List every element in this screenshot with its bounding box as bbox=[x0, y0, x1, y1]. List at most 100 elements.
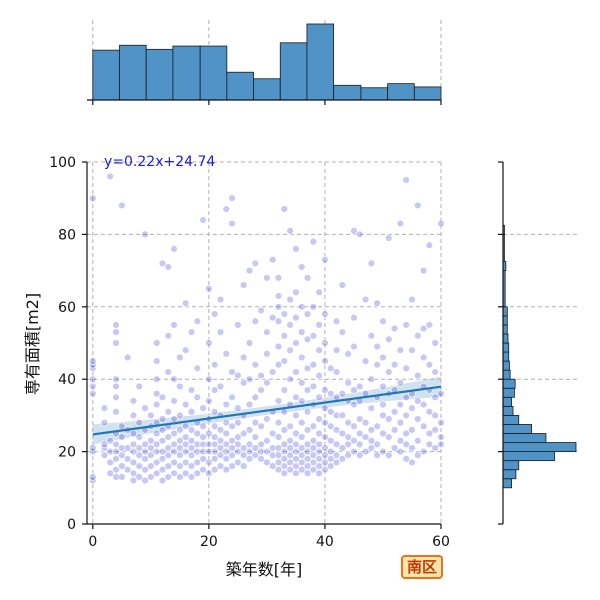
scatter-point bbox=[414, 201, 422, 210]
scatter-point bbox=[141, 447, 149, 456]
y-hist-bar bbox=[502, 424, 533, 434]
scatter-point bbox=[251, 393, 259, 401]
y-hist-bar bbox=[502, 451, 555, 462]
scatter-point bbox=[152, 458, 161, 467]
y-tick-label: 40 bbox=[58, 372, 76, 388]
scatter-point bbox=[164, 408, 172, 416]
scatter-point bbox=[257, 455, 265, 463]
scatter-point bbox=[135, 473, 143, 481]
scatter-point bbox=[286, 451, 294, 459]
scatter-point bbox=[135, 382, 143, 391]
scatter-point bbox=[123, 444, 132, 452]
scatter-point bbox=[222, 400, 230, 409]
region-badge: 南区 bbox=[401, 555, 443, 579]
scatter-point bbox=[309, 237, 318, 246]
y-tick-label: 80 bbox=[58, 227, 76, 243]
scatter-point bbox=[309, 458, 318, 467]
scatter-point bbox=[199, 422, 207, 430]
scatter-point bbox=[315, 447, 323, 456]
scatter-point bbox=[152, 469, 161, 478]
scatter-point bbox=[437, 433, 445, 441]
scatter-point bbox=[419, 266, 428, 275]
top-marginal-histogram bbox=[92, 23, 442, 101]
scatter-point bbox=[431, 444, 439, 452]
scatter-point bbox=[425, 408, 434, 416]
scatter-point bbox=[408, 426, 416, 434]
scatter-point bbox=[437, 219, 445, 228]
scatter-point bbox=[112, 339, 120, 347]
scatter-point bbox=[327, 437, 335, 445]
x-hist-bar bbox=[172, 45, 201, 101]
scatter-point bbox=[187, 386, 196, 394]
scatter-point bbox=[327, 408, 335, 416]
scatter-point bbox=[222, 455, 230, 463]
scatter-point bbox=[263, 350, 271, 358]
y-hist-bar bbox=[502, 324, 508, 335]
scatter-point bbox=[245, 447, 254, 456]
scatter-point bbox=[129, 440, 138, 449]
scatter-point bbox=[129, 411, 138, 420]
scatter-point bbox=[118, 473, 126, 481]
scatter-point bbox=[327, 389, 335, 398]
scatter-point bbox=[344, 433, 352, 441]
scatter-point bbox=[181, 447, 190, 456]
scatter-point bbox=[141, 476, 149, 485]
scatter-point bbox=[327, 462, 335, 470]
scatter-point bbox=[298, 466, 306, 474]
scatter-point bbox=[280, 462, 289, 470]
scatter-point bbox=[245, 266, 254, 275]
scatter-point bbox=[321, 404, 329, 412]
scatter-point bbox=[181, 299, 190, 307]
scatter-point bbox=[100, 418, 109, 427]
scatter-point bbox=[408, 404, 416, 412]
scatter-point bbox=[135, 462, 143, 470]
scatter-point bbox=[205, 458, 213, 467]
scatter-point bbox=[193, 364, 201, 373]
scatter-point bbox=[216, 426, 225, 434]
scatter-point bbox=[269, 429, 277, 438]
scatter-point bbox=[431, 339, 439, 347]
scatter-point bbox=[292, 462, 300, 470]
scatter-point bbox=[112, 473, 120, 481]
scatter-point bbox=[321, 357, 329, 365]
x-tick-label: 0 bbox=[88, 534, 97, 550]
scatter-point bbox=[239, 379, 248, 387]
scatter-point bbox=[338, 389, 347, 398]
scatter-point bbox=[222, 350, 230, 358]
scatter-point bbox=[158, 476, 167, 485]
scatter-point bbox=[315, 371, 323, 380]
scatter-point bbox=[396, 346, 405, 354]
scatter-point bbox=[216, 295, 225, 304]
scatter-point bbox=[263, 447, 271, 456]
scatter-point bbox=[176, 444, 184, 452]
scatter-point bbox=[361, 357, 370, 365]
scatter-point bbox=[274, 274, 283, 282]
scatter-point bbox=[315, 469, 323, 478]
scatter-point bbox=[367, 332, 376, 340]
scatter-point bbox=[390, 426, 399, 434]
scatter-point bbox=[106, 458, 114, 467]
scatter-point bbox=[431, 411, 439, 420]
scatter-point bbox=[332, 346, 341, 354]
scatter-point bbox=[118, 444, 126, 452]
scatter-point bbox=[257, 422, 265, 430]
scatter-point bbox=[350, 422, 358, 430]
scatter-point bbox=[315, 440, 323, 449]
scatter-point bbox=[89, 375, 97, 383]
scatter-point bbox=[187, 437, 196, 445]
y-hist-bar bbox=[502, 414, 520, 425]
scatter-point bbox=[350, 313, 358, 322]
scatter-point bbox=[222, 429, 230, 438]
scatter-point bbox=[303, 386, 312, 394]
scatter-point bbox=[123, 455, 132, 463]
scatter-point bbox=[379, 353, 387, 362]
scatter-point bbox=[234, 371, 242, 380]
scatter-point bbox=[292, 339, 300, 347]
scatter-point bbox=[321, 310, 329, 318]
scatter-point bbox=[274, 342, 283, 351]
scatter-point bbox=[228, 462, 236, 470]
scatter-point bbox=[89, 382, 97, 391]
scatter-point bbox=[205, 339, 213, 347]
scatter-point bbox=[210, 386, 219, 394]
scatter-point bbox=[176, 382, 184, 391]
